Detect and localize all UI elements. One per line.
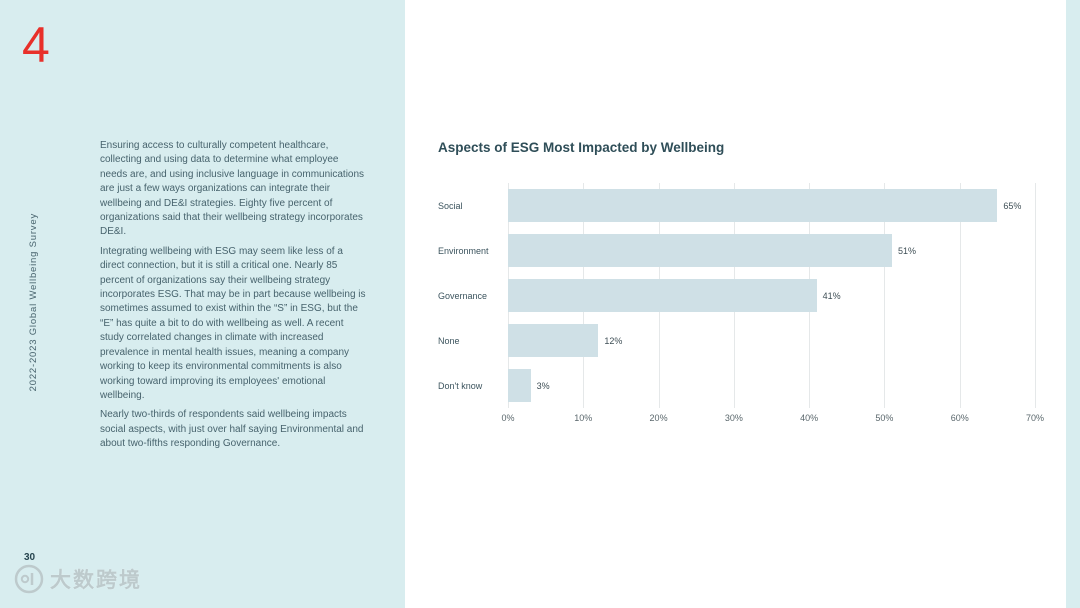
watermark: 大数跨境: [13, 563, 142, 595]
watermark-logo-icon: [13, 563, 45, 595]
bar: [508, 234, 892, 267]
chart-title: Aspects of ESG Most Impacted by Wellbein…: [438, 140, 725, 155]
right-edge-strip: [1066, 0, 1080, 608]
x-axis-tick-label: 60%: [950, 413, 969, 423]
x-axis-tick-label: 40%: [800, 413, 819, 423]
category-label: Environment: [438, 245, 489, 256]
vertical-report-title: 2022-2023 Global Wellbeing Survey: [28, 213, 39, 392]
page-number: 30: [24, 552, 36, 563]
bar-value-label: 41%: [822, 290, 841, 301]
bar: [508, 324, 599, 357]
bar-chart-plot-area: 65% 51% 41% 12% 3%: [508, 183, 1036, 408]
category-label: Governance: [438, 290, 488, 301]
body-text-column: Ensuring access to culturally competent …: [100, 139, 366, 457]
bar-value-label: 51%: [897, 245, 916, 256]
category-label: Don't know: [438, 380, 483, 391]
category-label: Social: [438, 200, 463, 211]
x-axis-tick-labels: 0% 10% 20% 30% 40% 50% 60% 70%: [501, 413, 1044, 427]
gridline: [1035, 183, 1036, 408]
x-axis-tick-label: 10%: [574, 413, 593, 423]
paragraph-esg: Integrating wellbeing with ESG may seem …: [100, 245, 366, 401]
gridline: [884, 183, 886, 408]
chart-category-labels: Social Environment Governance None Don't kno…: [438, 183, 504, 408]
bar: [508, 279, 817, 312]
x-axis-tick-label: 0%: [501, 413, 515, 423]
watermark-text: 大数跨境: [50, 569, 142, 592]
left-panel: 4 2022-2023 Global Wellbeing Survey Ensu…: [0, 0, 405, 608]
x-axis-tick-label: 70%: [1025, 413, 1045, 423]
x-axis-tick-label: 50%: [875, 413, 894, 423]
bar-value-label: 3%: [536, 380, 550, 391]
bar: [508, 369, 531, 402]
x-axis-tick-label: 30%: [724, 413, 743, 423]
chapter-number: 4: [22, 17, 50, 73]
x-axis-tick-label: 20%: [649, 413, 668, 423]
bar: [508, 189, 998, 222]
bar-value-label: 12%: [604, 335, 623, 346]
paragraph-dei: Ensuring access to culturally competent …: [100, 140, 365, 238]
gridline: [959, 183, 961, 408]
paragraph-summary: Nearly two-thirds of respondents said we…: [100, 409, 364, 450]
category-label: None: [438, 335, 460, 346]
bar-value-label: 65%: [1003, 200, 1022, 211]
